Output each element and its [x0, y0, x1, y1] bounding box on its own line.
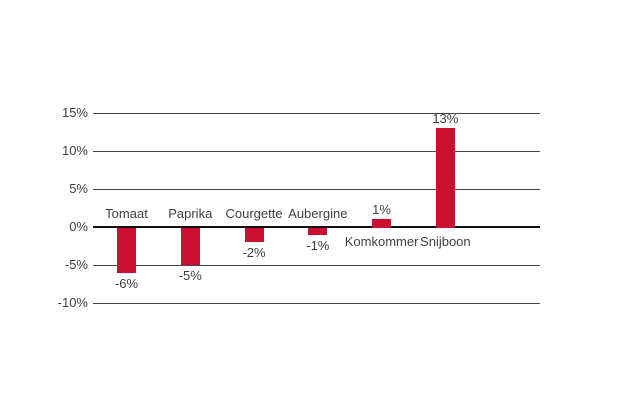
category-label-snijboon: Snijboon	[420, 234, 471, 249]
category-label-aubergine: Aubergine	[288, 206, 348, 221]
gridline-15%	[93, 112, 540, 114]
x-axis-zero-line	[93, 226, 540, 228]
bar-courgette	[244, 228, 264, 243]
value-label-paprika: -5%	[178, 268, 202, 284]
bar-tomaat	[117, 228, 136, 273]
value-label-courgette: -2%	[242, 245, 266, 261]
value-label-snijboon: 13%	[432, 111, 459, 127]
bar-snijboon	[435, 128, 455, 228]
y-axis-tick-label: 5%	[69, 180, 88, 196]
category-label-tomaat: Tomaat	[105, 206, 148, 221]
category-label-courgette: Courgette	[225, 206, 283, 221]
y-axis-tick-label: 0%	[69, 219, 88, 234]
gridline-10%	[93, 150, 540, 152]
gridline--5%	[93, 265, 540, 267]
category-label-komkommer: Komkommer	[344, 234, 419, 249]
gridline-5%	[93, 188, 540, 190]
y-axis-tick-label: 15%	[61, 104, 88, 120]
value-label-aubergine: -1%	[306, 237, 330, 253]
y-axis-tick-label: -10%	[57, 295, 88, 311]
category-label-paprika: Paprika	[168, 206, 213, 221]
bar-aubergine	[308, 228, 328, 235]
value-label-komkommer: 1%	[372, 202, 391, 218]
y-axis-tick-label: -5%	[64, 257, 88, 273]
y-axis-tick-label: 10%	[61, 142, 88, 158]
value-label-tomaat: -6%	[114, 275, 139, 291]
gridline--10%	[93, 303, 540, 305]
bar-paprika	[180, 228, 200, 266]
bar-komkommer	[372, 219, 392, 228]
